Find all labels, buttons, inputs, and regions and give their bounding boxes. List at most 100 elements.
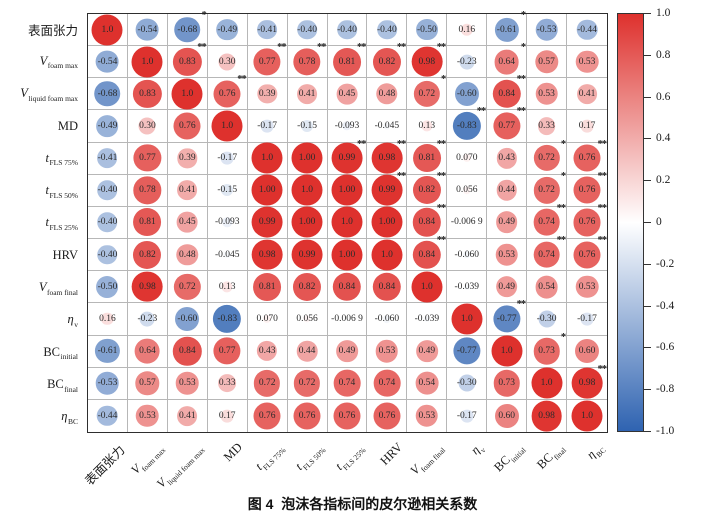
- variable-label-text: ηBC: [584, 445, 608, 462]
- matrix-cell: -0.60: [447, 78, 488, 111]
- correlation-bubble: [462, 154, 471, 163]
- correlation-value: 0.72: [298, 378, 316, 389]
- correlation-bubble: [377, 19, 397, 40]
- matrix-cell: 0.76: [167, 110, 208, 143]
- matrix-cell: -0.53: [527, 14, 568, 47]
- matrix-cell: -0.49: [88, 110, 128, 143]
- matrix-cell: -0.15: [207, 174, 248, 207]
- correlation-value: 1.0: [301, 185, 313, 196]
- correlation-value: -0.093: [214, 217, 240, 228]
- correlation-value: 0.77: [218, 346, 236, 357]
- correlation-value: -0.68: [97, 88, 118, 99]
- variable-label-text: BCinitial: [43, 344, 78, 362]
- matrix-cell: 0.60: [487, 399, 528, 432]
- correlation-bubble: [371, 206, 403, 238]
- matrix-cell: -0.045: [207, 239, 248, 272]
- matrix-cell: 0.39: [247, 78, 288, 111]
- correlation-bubble: [331, 239, 363, 271]
- correlation-bubble: [131, 46, 163, 78]
- matrix-cell: 0.72: [247, 367, 288, 400]
- variable-label-text: Vliquid foam max: [20, 86, 78, 103]
- correlation-bubble: [373, 402, 401, 430]
- correlation-bubble: [495, 275, 518, 298]
- correlation-bubble: [534, 50, 559, 74]
- matrix-cell: -0.40: [88, 206, 128, 240]
- correlation-bubble: [580, 119, 594, 133]
- row-label: ηBC: [0, 401, 82, 433]
- correlation-bubble: [95, 339, 120, 364]
- correlation-bubble: [376, 83, 398, 105]
- matrix-cell: 0.070: [447, 142, 488, 175]
- correlation-value: 0.82: [378, 56, 396, 67]
- correlation-bubble: [535, 18, 558, 41]
- correlation-value: -0.40: [97, 185, 118, 196]
- correlation-bubble: [460, 23, 473, 36]
- correlation-value: 0.41: [578, 88, 596, 99]
- matrix-cell: 0.48: [167, 239, 208, 272]
- matrix-cell: 0.64: [127, 335, 168, 368]
- correlation-bubble: [218, 374, 237, 393]
- matrix-cell: -0.44: [88, 399, 128, 432]
- matrix-cell: 0.33: [207, 367, 248, 400]
- correlation-bubble: [253, 48, 281, 76]
- matrix-cell: 0.82 **: [367, 42, 408, 79]
- correlation-value: 0.84: [178, 346, 196, 357]
- correlation-value: -0.40: [337, 24, 357, 35]
- colorbar-tick-label: -0.6: [656, 341, 675, 354]
- correlation-value: 0.49: [418, 346, 436, 357]
- correlation-value: 1.0: [540, 378, 553, 389]
- correlation-value: 0.39: [258, 88, 276, 99]
- correlation-bubble: [296, 340, 318, 362]
- correlation-bubble: [531, 400, 562, 432]
- correlation-bubble: [375, 339, 399, 363]
- correlation-value: 0.73: [538, 346, 555, 357]
- correlation-value: 0.57: [139, 378, 156, 389]
- correlation-value: 0.60: [578, 346, 596, 357]
- correlation-value: 0.53: [139, 410, 156, 421]
- correlation-bubble: [253, 272, 282, 301]
- correlation-bubble: [580, 312, 594, 326]
- correlation-bubble: [251, 207, 283, 238]
- matrix-cell: 0.76: [248, 399, 288, 432]
- correlation-bubble: [493, 305, 521, 333]
- variable-label-subscript: liquid foam max: [28, 93, 78, 103]
- correlation-value: 0.33: [218, 378, 236, 389]
- correlation-value: 0.44: [298, 346, 316, 357]
- matrix-cell: 0.98: [247, 239, 288, 272]
- correlation-bubble: [538, 310, 556, 328]
- matrix-cell: 0.53: [128, 399, 168, 432]
- correlation-bubble: [291, 142, 323, 174]
- correlation-bubble: [297, 83, 317, 104]
- correlation-bubble: [293, 48, 321, 76]
- matrix-cell: -0.50: [407, 14, 448, 47]
- significance-stars: **: [237, 74, 246, 86]
- correlation-value: -0.060: [454, 249, 480, 260]
- matrix-cell: 0.45: [167, 206, 208, 240]
- correlation-value: 0.72: [418, 88, 436, 99]
- correlation-value: 0.76: [578, 249, 596, 260]
- correlation-bubble: [134, 338, 160, 364]
- significance-stars: **: [356, 138, 366, 150]
- significance-stars: **: [277, 42, 286, 54]
- correlation-bubble: [133, 240, 162, 269]
- correlation-value: -0.039: [414, 313, 440, 324]
- correlation-value: 1.0: [181, 88, 194, 99]
- colorbar-tick: [644, 347, 651, 349]
- correlation-bubble: [372, 47, 401, 76]
- matrix-cell: -0.17: [207, 142, 248, 175]
- row-label: tFLS 25%: [0, 207, 82, 239]
- correlation-value: 0.57: [538, 56, 555, 67]
- correlation-bubble: [496, 180, 517, 201]
- correlation-bubble: [218, 53, 236, 71]
- variable-label-subscript: FLS 50%: [300, 445, 328, 472]
- matrix-cell: 1.0: [167, 78, 208, 111]
- matrix-cell: 0.98: [527, 399, 568, 432]
- column-label: tFLS 50%: [292, 440, 328, 474]
- correlation-value: 0.16: [458, 24, 476, 35]
- correlation-bubble: [535, 275, 558, 299]
- correlation-value: 1.0: [581, 410, 593, 421]
- variable-label-text: ηBC: [61, 409, 78, 426]
- matrix-cell: -0.68: [88, 78, 128, 111]
- correlation-bubble: [383, 122, 391, 130]
- matrix-cell: 1.0: [367, 239, 408, 272]
